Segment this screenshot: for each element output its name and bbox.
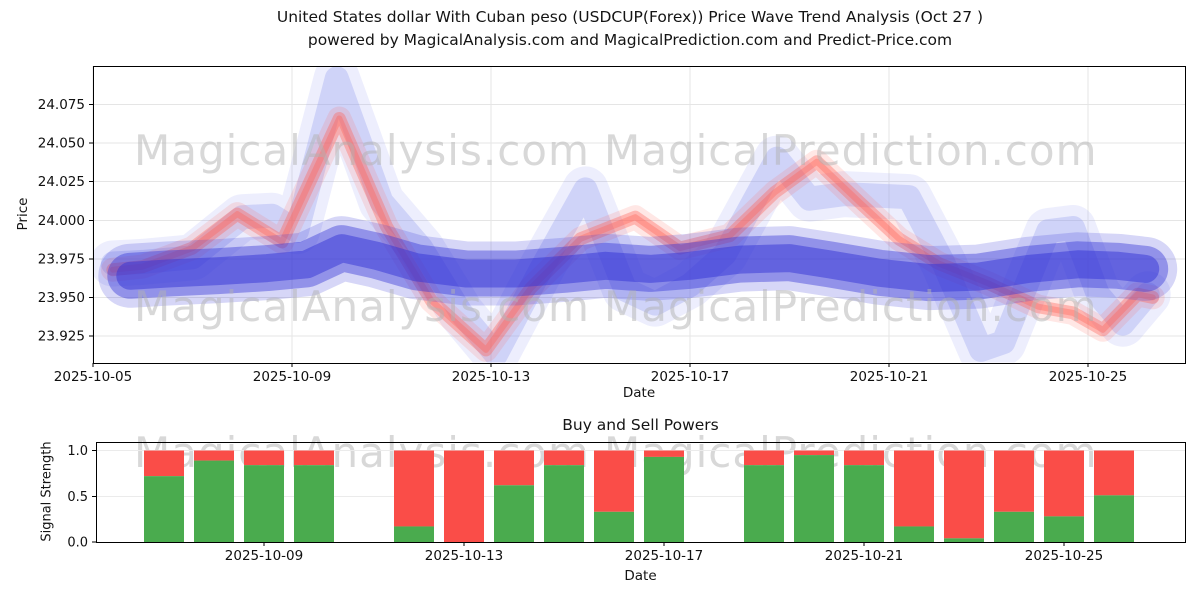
powers-y-tick-label: 1.0 bbox=[67, 444, 88, 459]
bar-buy-segment bbox=[244, 465, 284, 542]
price-y-tick-label: 24.025 bbox=[38, 174, 85, 190]
bar-sell-segment bbox=[744, 450, 784, 466]
bar-sell-segment bbox=[844, 450, 884, 466]
price-y-tick-label: 23.925 bbox=[38, 329, 85, 345]
price-yaxis-label: Price bbox=[15, 197, 31, 231]
wave-upper_wave bbox=[100, 66, 1160, 363]
bar-sell-segment bbox=[144, 450, 184, 477]
bar-buy-segment bbox=[144, 476, 184, 542]
bar-buy-segment bbox=[544, 465, 584, 542]
powers-x-tick-label: 2025-10-17 bbox=[625, 548, 703, 564]
bar-sell-segment bbox=[644, 450, 684, 457]
powers-x-tick-label: 2025-10-09 bbox=[225, 548, 303, 564]
bar-buy-segment bbox=[994, 511, 1034, 542]
bar-sell-segment bbox=[194, 450, 234, 461]
powers-x-tick-label: 2025-10-21 bbox=[825, 548, 903, 564]
price-y-tick-label: 24.000 bbox=[38, 213, 85, 229]
price-xaxis-label: Date bbox=[622, 385, 656, 401]
wave-upper_wave bbox=[93, 66, 1171, 363]
watermark-analysis-top: MagicalAnalysis.com bbox=[134, 126, 590, 175]
bar-buy-segment bbox=[1044, 516, 1084, 542]
watermark-analysis-mid: MagicalAnalysis.com bbox=[134, 282, 590, 331]
bar-buy-segment bbox=[944, 538, 984, 542]
bar-sell-segment bbox=[794, 450, 834, 456]
bar-buy-segment bbox=[794, 455, 834, 542]
bar-buy-segment bbox=[594, 511, 634, 542]
price-x-tick-label: 2025-10-21 bbox=[850, 369, 928, 385]
powers-y-tick-label: 0.5 bbox=[67, 490, 88, 505]
powers-x-tick-label: 2025-10-13 bbox=[425, 548, 503, 564]
price-y-tick-label: 24.075 bbox=[38, 97, 85, 113]
price-axes: 2025-10-05 2025-10-09 2025-10-13 2025-10-17… bbox=[38, 66, 1186, 385]
bar-buy-segment bbox=[494, 485, 534, 542]
bar-sell-segment bbox=[394, 450, 434, 527]
powers-chart-title: Buy and Sell Powers bbox=[562, 416, 719, 434]
bar-sell-segment bbox=[444, 450, 484, 542]
figure-title-line1: United States dollar With Cuban peso (US… bbox=[276, 8, 984, 26]
bar-sell-segment bbox=[244, 450, 284, 466]
bar-buy-segment bbox=[1094, 495, 1134, 542]
price-x-tick-label: 2025-10-13 bbox=[452, 369, 530, 385]
wave-signal_wave bbox=[106, 112, 1160, 357]
price-spines bbox=[93, 66, 1186, 364]
bar-sell-segment bbox=[994, 450, 1034, 512]
bar-sell-segment bbox=[944, 450, 984, 539]
watermark-prediction-mid: MagicalPrediction.com bbox=[604, 282, 1098, 331]
powers-axes: 2025-10-09 2025-10-13 2025-10-17 2025-10-21… bbox=[67, 442, 1186, 564]
price-x-tick-label: 2025-10-25 bbox=[1049, 369, 1127, 385]
bar-sell-segment bbox=[294, 450, 334, 466]
bar-buy-segment bbox=[194, 460, 234, 542]
price-x-tick-label: 2025-10-05 bbox=[54, 369, 132, 385]
price-x-tick-label: 2025-10-09 bbox=[253, 369, 331, 385]
wave-signal_wave bbox=[109, 115, 1156, 353]
bar-buy-segment bbox=[294, 465, 334, 542]
price-waves bbox=[93, 66, 1178, 363]
watermark-prediction-top: MagicalPrediction.com bbox=[604, 126, 1098, 175]
bar-buy-segment bbox=[394, 526, 434, 542]
powers-x-tick-label: 2025-10-25 bbox=[1025, 548, 1103, 564]
bar-sell-segment bbox=[894, 450, 934, 527]
wave-signal_wave bbox=[100, 106, 1165, 362]
bar-buy-segment bbox=[644, 456, 684, 542]
price-y-tick-label: 23.950 bbox=[38, 290, 85, 306]
figure-title: United States dollar With Cuban peso (US… bbox=[75, 6, 1185, 52]
price-x-tick-label: 2025-10-17 bbox=[651, 369, 729, 385]
powers-y-tick-label: 0.0 bbox=[67, 536, 88, 551]
bar-buy-segment bbox=[744, 465, 784, 542]
powers-spines bbox=[96, 442, 1186, 543]
bar-sell-segment bbox=[1094, 450, 1134, 496]
powers-yaxis-label: Signal Strength bbox=[39, 441, 55, 542]
wave-trend_band bbox=[116, 234, 1160, 293]
bar-sell-segment bbox=[494, 450, 534, 486]
powers-xaxis-label: Date bbox=[624, 568, 657, 584]
bar-buy-segment bbox=[844, 465, 884, 542]
figure-title-line2: powered by MagicalAnalysis.com and Magic… bbox=[307, 31, 953, 49]
bar-sell-segment bbox=[1044, 450, 1084, 517]
price-y-tick-label: 24.050 bbox=[38, 136, 85, 152]
bar-buy-segment bbox=[894, 526, 934, 542]
bar-sell-segment bbox=[594, 450, 634, 512]
powers-bars bbox=[144, 450, 1134, 542]
bar-sell-segment bbox=[544, 450, 584, 466]
price-y-tick-label: 23.975 bbox=[38, 251, 85, 267]
